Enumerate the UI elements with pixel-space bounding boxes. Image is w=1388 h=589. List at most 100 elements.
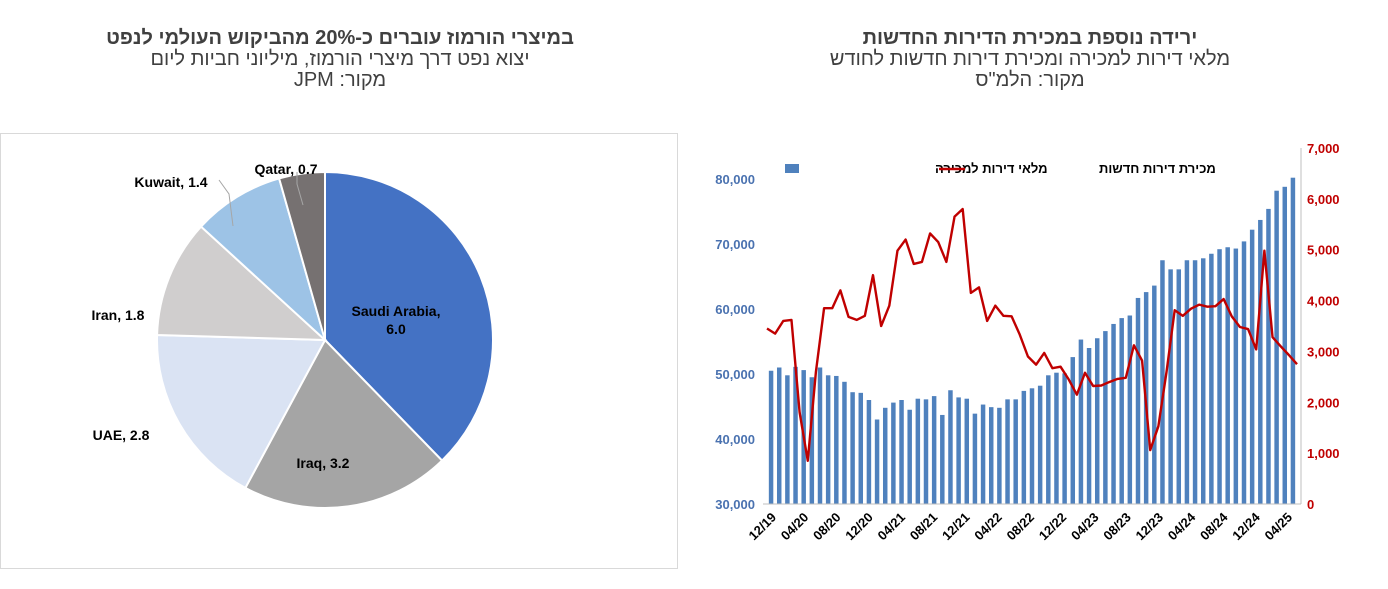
pie-chart-frame: Saudi Arabia, 6.0 Iraq, 3.2 UAE, 2.8 Iran, 1… — [0, 133, 678, 569]
pie-label-qatar: Qatar, 0.7 — [254, 161, 317, 177]
inventory-bar — [1176, 269, 1182, 504]
inventory-bar — [997, 407, 1002, 504]
left-axis-tick-label: 70,000 — [715, 237, 755, 252]
inventory-bar — [1209, 253, 1214, 504]
x-axis-tick-label: 04/21 — [875, 510, 909, 544]
x-axis-tick-label: 04/20 — [778, 510, 812, 544]
left-axis-tick-label: 80,000 — [715, 172, 755, 187]
pie-slice-qatar — [277, 170, 326, 341]
inventory-bar — [1054, 372, 1059, 504]
left-axis-tick-label: 40,000 — [715, 432, 755, 447]
pie-slice-iraq — [243, 338, 444, 509]
x-axis-tick-label: 12/21 — [939, 510, 973, 544]
right-axis-tick-label: 2,000 — [1307, 395, 1340, 410]
x-axis-tick-label: 12/23 — [1133, 510, 1167, 544]
left-axis-tick-label: 50,000 — [715, 367, 755, 382]
x-axis-tick-label: 12/24 — [1229, 509, 1263, 543]
chart-legend: מלאי דירות למכירה מכירת דירות חדשות — [785, 161, 1216, 176]
x-axis-tick-label: 04/24 — [1165, 509, 1199, 543]
inventory-bar — [899, 400, 904, 504]
x-axis-tick-label: 04/22 — [971, 510, 1005, 544]
inventory-bar — [1192, 260, 1198, 504]
right-axis-tick-label: 3,000 — [1307, 344, 1340, 359]
pie-chart: Saudi Arabia, 6.0 Iraq, 3.2 UAE, 2.8 Iran, 1… — [92, 161, 494, 509]
inventory-bar — [907, 409, 912, 504]
inventory-bar — [923, 399, 929, 504]
x-axis-tick-label: 08/20 — [810, 510, 844, 544]
right-axis-tick-label: 7,000 — [1307, 141, 1340, 156]
bar-chart-subtitle: מלאי דירות למכירה ומכירת דירות חדשות לחו… — [829, 48, 1231, 70]
inventory-bar — [1005, 399, 1010, 504]
inventory-bar — [1127, 315, 1133, 504]
inventory-bar — [915, 398, 921, 504]
inventory-bar — [980, 404, 986, 504]
inventory-bar — [817, 367, 823, 504]
inventory-bar — [956, 397, 961, 504]
inventory-bar — [793, 366, 798, 504]
inventory-bar — [940, 414, 945, 504]
inventory-bar — [1086, 348, 1092, 504]
inventory-bar — [1258, 219, 1263, 504]
x-axis-tick-label: 04/23 — [1068, 510, 1102, 544]
left-axis-tick-label: 30,000 — [715, 497, 755, 512]
inventory-bar — [1046, 375, 1051, 504]
combo-chart: 30,000 40,000 50,000 60,000 70,000 80,000 0 1,0… — [715, 141, 1340, 544]
inventory-bar — [785, 375, 790, 504]
inventory-bar — [1233, 248, 1239, 504]
bar-chart-title: ירידה נוספת במכירת הדירות החדשות — [862, 27, 1198, 49]
right-axis-tick-label: 6,000 — [1307, 192, 1340, 207]
inventory-bar — [1013, 399, 1018, 504]
inventory-bar — [1037, 385, 1043, 504]
inventory-bar — [1070, 357, 1076, 504]
inventory-bar — [964, 398, 970, 504]
inventory-bar — [948, 390, 953, 504]
bar-chart-title-block: ירידה נוספת במכירת הדירות החדשות מלאי די… — [700, 28, 1360, 91]
inventory-bar — [1021, 390, 1027, 504]
inventory-bar — [1249, 229, 1255, 504]
leader-line — [218, 179, 234, 227]
inventory-bar — [842, 381, 847, 504]
inventory-bar — [988, 407, 994, 504]
inventory-bar — [1135, 297, 1141, 504]
combo-chart-frame: 30,000 40,000 50,000 60,000 70,000 80,000 0 1,0… — [703, 134, 1383, 584]
inventory-bar — [1290, 177, 1296, 504]
bar-chart-source: מקור: הלמ"ס — [975, 69, 1085, 91]
inventory-bar — [1274, 190, 1279, 504]
new-sales-line — [766, 207, 1298, 462]
pie-slice-saudi-arabia — [324, 170, 494, 462]
inventory-bar — [1119, 318, 1124, 504]
inventory-bar — [882, 407, 888, 504]
inventory-bar — [1062, 373, 1067, 504]
pie-chart-subtitle: יצוא נפט דרך מיצרי הורמוז, מיליוני חביות… — [150, 48, 530, 70]
leader-line — [296, 172, 304, 206]
inventory-bar — [825, 375, 831, 504]
left-axis-tick-label: 60,000 — [715, 302, 755, 317]
pie-label-uae: UAE, 2.8 — [93, 427, 150, 443]
pie-slice-uae — [156, 333, 327, 490]
x-axis-tick-label: 12/22 — [1036, 510, 1070, 544]
inventory-bar — [972, 413, 978, 504]
pie-chart-title: במיצרי הורמוז עוברים כ-20% מהביקוש העולמ… — [106, 27, 574, 49]
x-axis-tick-label: 08/24 — [1197, 509, 1231, 543]
inventory-bar — [1225, 247, 1230, 504]
inventory-bar — [931, 396, 937, 504]
inventory-bar — [1094, 338, 1100, 504]
inventory-bar — [1184, 260, 1190, 504]
pie-label-kuwait: Kuwait, 1.4 — [134, 174, 207, 190]
inventory-bar — [834, 375, 839, 504]
right-axis-tick-label: 5,000 — [1307, 243, 1340, 258]
legend-label-sales: מכירת דירות חדשות — [1099, 161, 1216, 176]
right-axis-tick-label: 4,000 — [1307, 294, 1340, 309]
inventory-bar — [866, 400, 872, 504]
inventory-bar — [1217, 249, 1222, 504]
pie-chart-source: מקור: JPM — [293, 69, 387, 91]
inventory-bar — [1029, 388, 1035, 504]
inventory-bar — [1111, 323, 1116, 504]
legend-label-inventory: מלאי דירות למכירה — [935, 161, 1048, 176]
inventory-bar — [1168, 269, 1173, 504]
x-axis-tick-label: 12/20 — [842, 510, 876, 544]
inventory-bar — [874, 419, 880, 504]
x-axis-tick-label: 08/22 — [1004, 510, 1038, 544]
x-axis-tick-label: 08/23 — [1100, 510, 1134, 544]
inventory-bar — [809, 377, 815, 504]
